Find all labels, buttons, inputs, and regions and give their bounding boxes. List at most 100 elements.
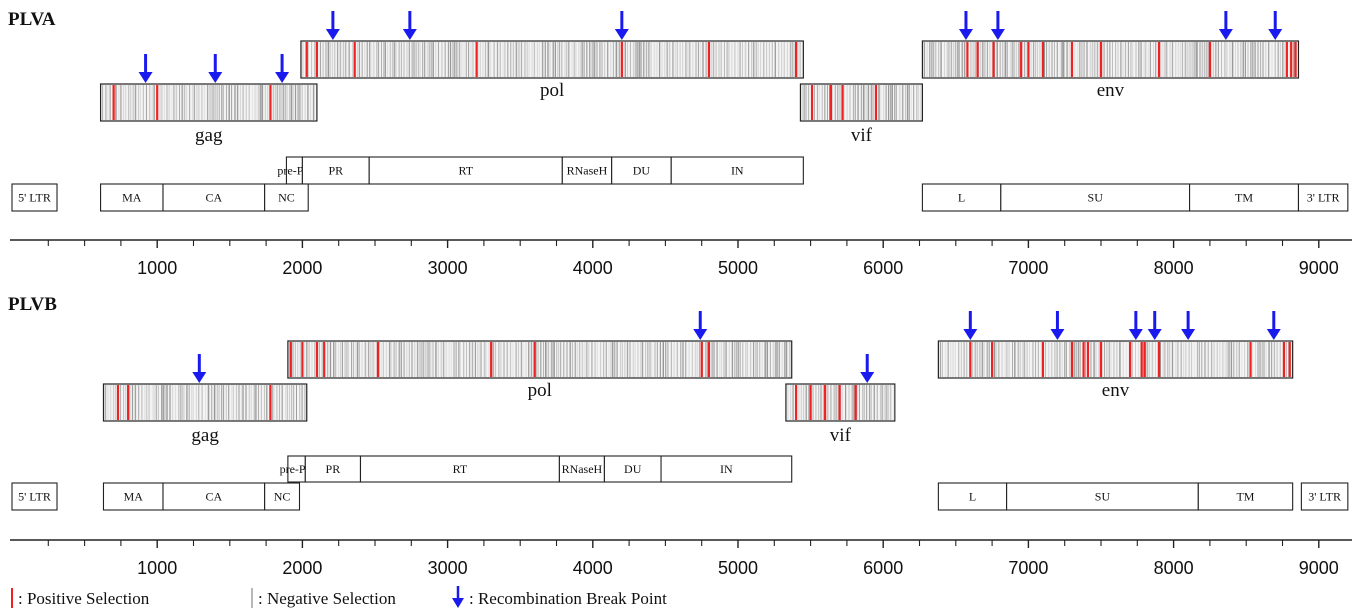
domain-ma: MA xyxy=(102,482,164,511)
domain-label: MA xyxy=(122,191,142,205)
legend: : Positive Selection : Negative Selectio… xyxy=(11,586,667,608)
domain-3-ltr: 3' LTR xyxy=(1297,183,1349,212)
domain-label: TM xyxy=(1236,490,1254,504)
domain-5-ltr: 5' LTR xyxy=(11,482,58,511)
gene-pol: pol xyxy=(300,11,804,101)
recombination-breakpoint-arrow-icon xyxy=(693,311,708,340)
domain-label: PR xyxy=(326,462,341,476)
axis-tick-label: 3000 xyxy=(428,558,468,578)
domain-nc: NC xyxy=(264,482,301,511)
domain-in: IN xyxy=(670,156,804,185)
gene-tracks: gag pol vif env xyxy=(99,11,1300,146)
legend-positive-label: : Positive Selection xyxy=(18,589,150,608)
domain-row-top: pre-PR PR RT RNaseH DU IN xyxy=(280,455,793,483)
domain-label: 3' LTR xyxy=(1308,490,1341,504)
domain-label: SU xyxy=(1095,490,1111,504)
gene-gag: gag xyxy=(99,54,318,146)
domain-3-ltr: 3' LTR xyxy=(1300,482,1349,511)
recombination-breakpoint-arrow-icon xyxy=(208,54,223,83)
domain-ma: MA xyxy=(100,183,164,212)
gene-env: env xyxy=(937,311,1294,401)
recombination-arrow-icon xyxy=(452,586,464,608)
recombination-breakpoint-arrow-icon xyxy=(138,54,153,83)
domain-rt: RT xyxy=(359,455,560,483)
gene-label: pol xyxy=(528,380,552,401)
domain-label: CA xyxy=(205,490,222,504)
recombination-breakpoint-arrow-icon xyxy=(402,11,417,40)
recombination-breakpoint-arrow-icon xyxy=(1050,311,1065,340)
gene-box-gag xyxy=(99,83,318,122)
domain-label: CA xyxy=(205,191,222,205)
panel-label: PLVA xyxy=(8,9,56,30)
domain-l: L xyxy=(937,482,1008,511)
domain-label: TM xyxy=(1235,191,1253,205)
recombination-breakpoint-arrow-icon xyxy=(275,54,290,83)
recombination-breakpoint-arrow-icon xyxy=(958,11,973,40)
recombination-breakpoint-arrow-icon xyxy=(614,11,629,40)
domain-label: DU xyxy=(624,462,642,476)
domain-label: RNaseH xyxy=(562,462,603,476)
domain-label: NC xyxy=(274,490,291,504)
domain-l: L xyxy=(921,183,1002,212)
position-axis: 1000 2000 3000 4000 5000 6000 7000 8000 9000 xyxy=(10,539,1352,578)
gene-label: vif xyxy=(830,425,852,446)
recombination-breakpoint-arrow-icon xyxy=(990,11,1005,40)
axis-tick-label: 1000 xyxy=(137,258,177,278)
domain-rnaseh: RNaseH xyxy=(558,455,605,483)
gene-tracks: gag pol vif env xyxy=(102,311,1294,446)
recombination-breakpoint-arrow-icon xyxy=(963,311,978,340)
domain-rt: RT xyxy=(368,156,563,185)
domain-ca: CA xyxy=(162,482,266,511)
axis-tick-label: 8000 xyxy=(1154,558,1194,578)
domain-label: RNaseH xyxy=(567,164,608,178)
recombination-breakpoint-arrow-icon xyxy=(1181,311,1196,340)
domain-label: PR xyxy=(328,164,343,178)
gene-env: env xyxy=(921,11,1300,101)
axis-tick-label: 7000 xyxy=(1008,258,1048,278)
domain-5-ltr: 5' LTR xyxy=(11,183,58,212)
axis-tick-label: 9000 xyxy=(1299,258,1339,278)
domain-su: SU xyxy=(1006,482,1199,511)
domain-label: NC xyxy=(278,191,295,205)
domain-label: L xyxy=(958,191,965,205)
domain-row-bottom: 5' LTR MA CA NC L SU TM 3' LTR xyxy=(11,183,1349,212)
gene-label: gag xyxy=(195,125,223,146)
gene-label: env xyxy=(1102,380,1130,401)
domain-nc: NC xyxy=(264,183,309,212)
domain-ca: CA xyxy=(162,183,266,212)
domain-pr: PR xyxy=(304,455,362,483)
gene-gag: gag xyxy=(102,354,308,446)
axis-tick-label: 6000 xyxy=(863,258,903,278)
domain-label: IN xyxy=(731,164,744,178)
domain-label: 5' LTR xyxy=(18,191,51,205)
recombination-breakpoint-arrow-icon xyxy=(1218,11,1233,40)
domain-in: IN xyxy=(660,455,793,483)
domain-tm: TM xyxy=(1197,482,1294,511)
domain-label: 3' LTR xyxy=(1307,191,1340,205)
domain-label: 5' LTR xyxy=(18,490,51,504)
axis-tick-label: 6000 xyxy=(863,558,903,578)
domain-su: SU xyxy=(1000,183,1191,212)
recombination-breakpoint-arrow-icon xyxy=(325,11,340,40)
domain-rnaseh: RNaseH xyxy=(561,156,613,185)
domain-tm: TM xyxy=(1189,183,1300,212)
axis-tick-label: 2000 xyxy=(282,258,322,278)
recombination-breakpoint-arrow-icon xyxy=(1147,311,1162,340)
recombination-breakpoint-arrow-icon xyxy=(1268,11,1283,40)
recombination-breakpoint-arrow-icon xyxy=(192,354,207,383)
recombination-breakpoint-arrow-icon xyxy=(1128,311,1143,340)
domain-row-bottom: 5' LTR MA CA NC L SU TM 3' LTR xyxy=(11,482,1349,511)
domain-row-top: pre-PR PR RT RNaseH DU IN xyxy=(277,156,804,185)
domain-label: L xyxy=(969,490,976,504)
axis-tick-label: 5000 xyxy=(718,258,758,278)
panel-label: PLVB xyxy=(8,294,57,315)
gene-label: pol xyxy=(540,80,564,101)
domain-du: DU xyxy=(611,156,672,185)
legend-breakpoint-label: : Recombination Break Point xyxy=(469,589,667,608)
gene-vif: vif xyxy=(799,83,924,146)
domain-label: IN xyxy=(720,462,733,476)
gene-box-pol xyxy=(287,340,793,379)
